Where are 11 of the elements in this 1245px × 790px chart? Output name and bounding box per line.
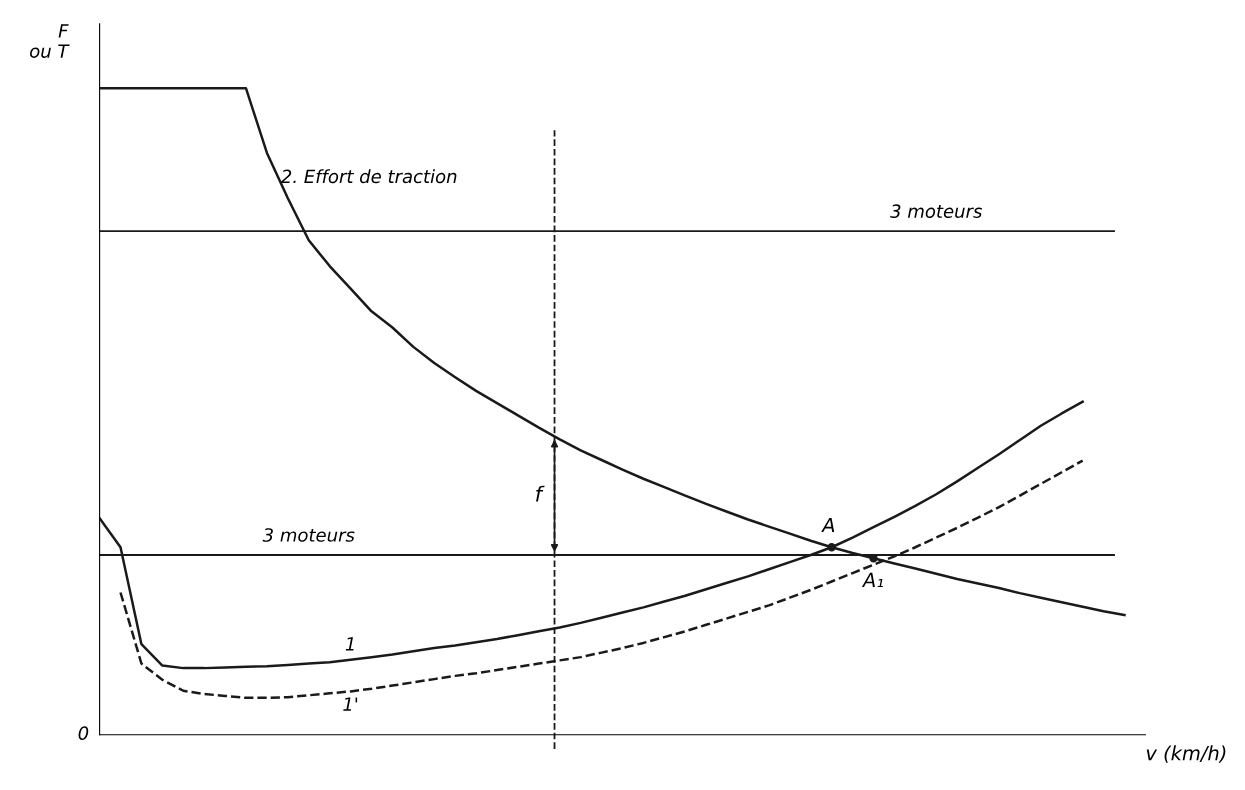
annotation: A₁ [861, 572, 883, 587]
series-label: 1 [345, 637, 354, 651]
ref-line-label: 3 moteurs [262, 528, 355, 542]
x-axis-title: v (km/h) [1146, 745, 1226, 763]
annotation: A [821, 517, 835, 533]
series-label: 1' [343, 697, 358, 711]
y-axis-title: F ou T [30, 24, 70, 58]
series-label: 2. Effort de traction [280, 169, 457, 184]
annotation: f [536, 485, 545, 502]
ref-line-label: 3 moteurs [890, 204, 983, 218]
text: 0 [78, 726, 89, 740]
